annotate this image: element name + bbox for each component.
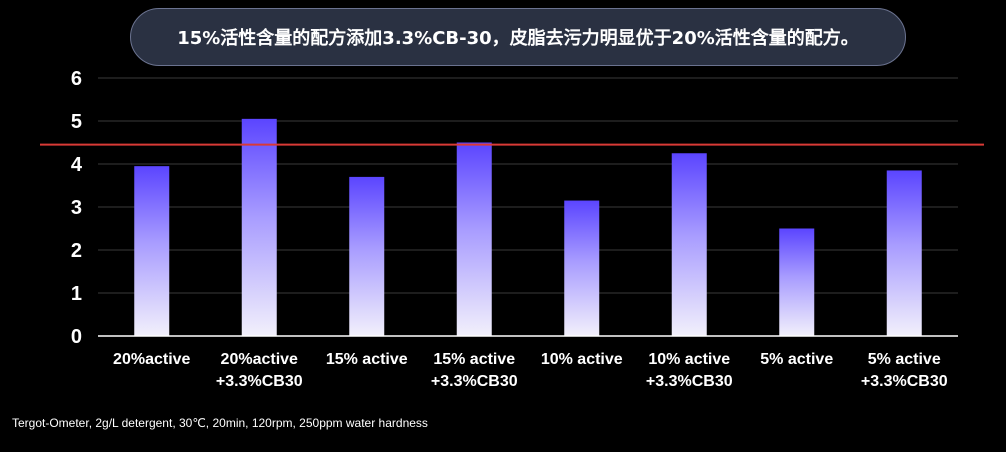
x-tick-label: 15% active	[433, 351, 515, 368]
bar	[349, 176, 385, 336]
x-tick-label: 10% active	[541, 351, 623, 368]
bar	[134, 166, 170, 336]
x-tick-label: 5% active	[868, 351, 941, 368]
bar	[779, 228, 815, 336]
x-tick-label: 20%active	[221, 351, 298, 368]
bar	[241, 118, 277, 336]
x-tick-label: +3.3%CB30	[646, 373, 733, 390]
gridlines	[98, 77, 958, 294]
x-tick-label: 5% active	[760, 351, 833, 368]
headline-text: 15%活性含量的配方添加3.3%CB-30，皮脂去污力明显优于20%活性含量的配…	[177, 28, 859, 49]
bar	[886, 170, 922, 336]
headline-banner: 15%活性含量的配方添加3.3%CB-30，皮脂去污力明显优于20%活性含量的配…	[130, 8, 906, 66]
y-tick-label: 6	[71, 68, 82, 90]
x-tick-label: +3.3%CB30	[861, 373, 948, 390]
x-tick-label: 20%active	[113, 351, 190, 368]
x-tick-label: +3.3%CB30	[431, 373, 518, 390]
bar	[456, 142, 492, 336]
bar	[564, 200, 600, 336]
y-tick-label: 3	[71, 197, 82, 219]
bars	[134, 118, 922, 336]
x-tick-label: 15% active	[326, 351, 408, 368]
y-tick-label: 0	[71, 326, 82, 348]
test-conditions-footnote: Tergot-Ometer, 2g/L detergent, 30℃, 20mi…	[12, 416, 428, 430]
x-tick-label: 10% active	[648, 351, 730, 368]
y-tick-label: 4	[71, 154, 83, 176]
x-tick-label: +3.3%CB30	[216, 373, 303, 390]
y-tick-label: 1	[71, 283, 82, 305]
y-tick-label: 5	[71, 111, 82, 133]
bar	[671, 153, 707, 336]
tick-labels: 0 1 2 3 4 5 6 20%active 20%active +3.3%CB30 15% ac…	[71, 68, 948, 390]
y-tick-label: 2	[71, 240, 82, 262]
